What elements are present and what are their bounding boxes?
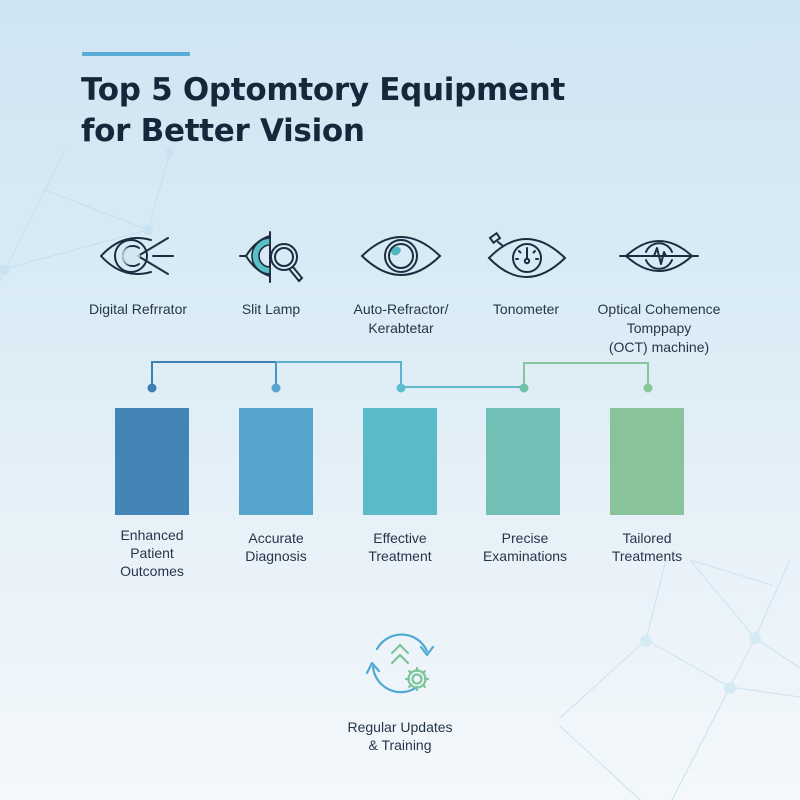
eye-refractor-icon bbox=[100, 237, 174, 275]
regular-updates-training: Regular Updates & Training bbox=[330, 625, 470, 754]
outcome-label-effective-treatment: Effective Treatment bbox=[368, 530, 432, 564]
connector-node bbox=[519, 383, 529, 393]
equipment-label: Digital Refrrator bbox=[88, 301, 188, 317]
equipment-label: Auto-Refractor/ bbox=[353, 301, 449, 317]
outcome-label-precise-examinations: Precise Examinations bbox=[482, 530, 568, 564]
equipment-label: (OCT) machine) bbox=[608, 339, 710, 355]
page-title: Top 5 Optomtory Equipment for Better Vis… bbox=[81, 70, 681, 152]
outcome-box-precise-examinations bbox=[486, 408, 560, 515]
outcome-label-enhanced-patient-outcomes: Enhanced Patient Outcomes bbox=[120, 527, 184, 579]
connector-node bbox=[271, 383, 281, 393]
equipment-label: Slit Lamp bbox=[241, 301, 301, 317]
refresh-gear-icon bbox=[365, 633, 435, 694]
title-line-2: for Better Vision bbox=[81, 113, 365, 149]
outcome-box-effective-treatment bbox=[363, 408, 437, 515]
equipment-auto-refractor: Auto-Refractor/ Kerabtetar bbox=[326, 226, 476, 338]
equipment-label: Kerabtetar bbox=[368, 320, 434, 336]
title-accent-bar bbox=[82, 52, 190, 56]
updates-label-line-2: & Training bbox=[368, 737, 432, 753]
outcome-box-tailored-treatments bbox=[610, 408, 684, 515]
eye-magnifier-icon bbox=[239, 231, 304, 283]
outcome-label-tailored-treatments: Tailored Treatments bbox=[611, 530, 683, 564]
connector-node bbox=[643, 383, 653, 393]
equipment-label: Tonometer bbox=[492, 301, 560, 317]
eye-pulse-icon bbox=[619, 240, 699, 272]
outcome-box-enhanced-patient-outcomes bbox=[115, 408, 189, 515]
connector-node bbox=[147, 383, 157, 393]
equipment-tonometer: Tonometer bbox=[451, 226, 601, 319]
title-line-1: Top 5 Optomtory Equipment bbox=[81, 72, 566, 108]
equipment-oct-machine: Optical Cohemence Tomppapy (OCT) machine… bbox=[584, 226, 734, 357]
equipment-digital-refractor: Digital Refrrator bbox=[63, 226, 213, 319]
outcome-label-accurate-diagnosis: Accurate Diagnosis bbox=[245, 530, 307, 564]
outcome-box-accurate-diagnosis bbox=[239, 408, 313, 515]
eye-gauge-icon bbox=[487, 231, 567, 278]
equipment-slit-lamp: Slit Lamp bbox=[196, 226, 346, 319]
equipment-label: Tomppapy bbox=[626, 320, 692, 336]
updates-label-line-1: Regular Updates bbox=[347, 719, 453, 735]
equipment-label: Optical Cohemence bbox=[597, 301, 721, 317]
connector-node bbox=[396, 383, 406, 393]
eye-lens-icon bbox=[360, 236, 442, 276]
